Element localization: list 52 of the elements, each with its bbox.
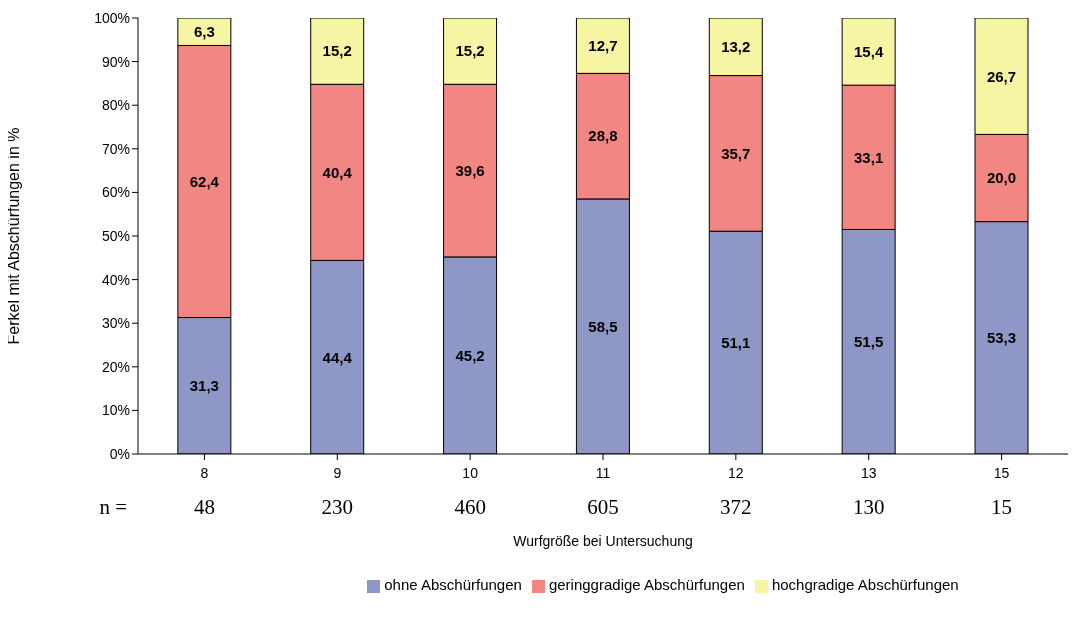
y-tick-label: 20% bbox=[101, 358, 130, 375]
data-label: 28,8 bbox=[588, 127, 618, 145]
data-label: 39,6 bbox=[455, 161, 485, 179]
y-tick-label: 50% bbox=[101, 227, 130, 244]
data-label: 58,5 bbox=[588, 317, 618, 335]
y-tick-label: 30% bbox=[101, 315, 130, 332]
y-tick-label: 0% bbox=[109, 445, 130, 462]
y-tick-label: 40% bbox=[101, 271, 130, 288]
legend-label: ohne Abschürfungen bbox=[384, 576, 522, 593]
y-axis-title: Ferkel mit Abschürfungen in % bbox=[4, 127, 22, 345]
data-label: 35,7 bbox=[721, 144, 751, 162]
x-tick-label: 11 bbox=[595, 465, 611, 481]
data-label: 12,7 bbox=[588, 37, 618, 55]
data-label: 62,4 bbox=[189, 172, 220, 190]
data-label: 45,2 bbox=[455, 346, 485, 364]
data-label: 51,1 bbox=[721, 333, 751, 351]
data-label: 13,2 bbox=[721, 38, 751, 56]
text: 15 bbox=[991, 495, 1013, 519]
text: 460 bbox=[454, 495, 486, 519]
data-label: 15,2 bbox=[322, 42, 352, 60]
data-label: 20,0 bbox=[986, 169, 1017, 187]
data-label: 53,3 bbox=[986, 329, 1017, 347]
text: 48 bbox=[193, 495, 215, 519]
x-tick-label: 8 bbox=[200, 465, 209, 481]
data-label: 15,4 bbox=[854, 42, 884, 60]
data-label: 40,4 bbox=[322, 163, 353, 181]
x-tick-label: 12 bbox=[728, 465, 744, 481]
text: 605 bbox=[587, 495, 619, 519]
data-label: 44,4 bbox=[322, 348, 353, 366]
data-label: 15,2 bbox=[455, 42, 485, 60]
y-tick-label: 10% bbox=[101, 402, 130, 419]
legend-label: hochgradige Abschürfungen bbox=[771, 576, 959, 593]
x-tick-label: 13 bbox=[860, 465, 877, 481]
x-tick-label: 10 bbox=[462, 465, 479, 481]
y-tick-label: 60% bbox=[101, 184, 130, 201]
text: 372 bbox=[720, 495, 752, 519]
text: n = bbox=[99, 495, 128, 519]
legend-label: geringgradige Abschürfungen bbox=[548, 576, 745, 593]
y-tick-label: 100% bbox=[94, 9, 130, 26]
y-tick-label: 80% bbox=[101, 97, 130, 114]
text: 130 bbox=[852, 495, 885, 519]
y-tick-label: 90% bbox=[101, 53, 130, 70]
data-label: 6,3 bbox=[193, 23, 215, 41]
data-label: 51,5 bbox=[854, 333, 884, 351]
data-label: 31,3 bbox=[189, 377, 219, 395]
data-label: 26,7 bbox=[986, 67, 1017, 85]
x-axis-title: Wurfgröße bei Untersuchung bbox=[513, 533, 693, 549]
text: 230 bbox=[321, 495, 354, 519]
y-tick-label: 70% bbox=[101, 140, 130, 157]
x-tick-label: 15 bbox=[993, 465, 1010, 481]
data-label: 33,1 bbox=[854, 148, 884, 166]
x-tick-label: 9 bbox=[333, 465, 342, 481]
